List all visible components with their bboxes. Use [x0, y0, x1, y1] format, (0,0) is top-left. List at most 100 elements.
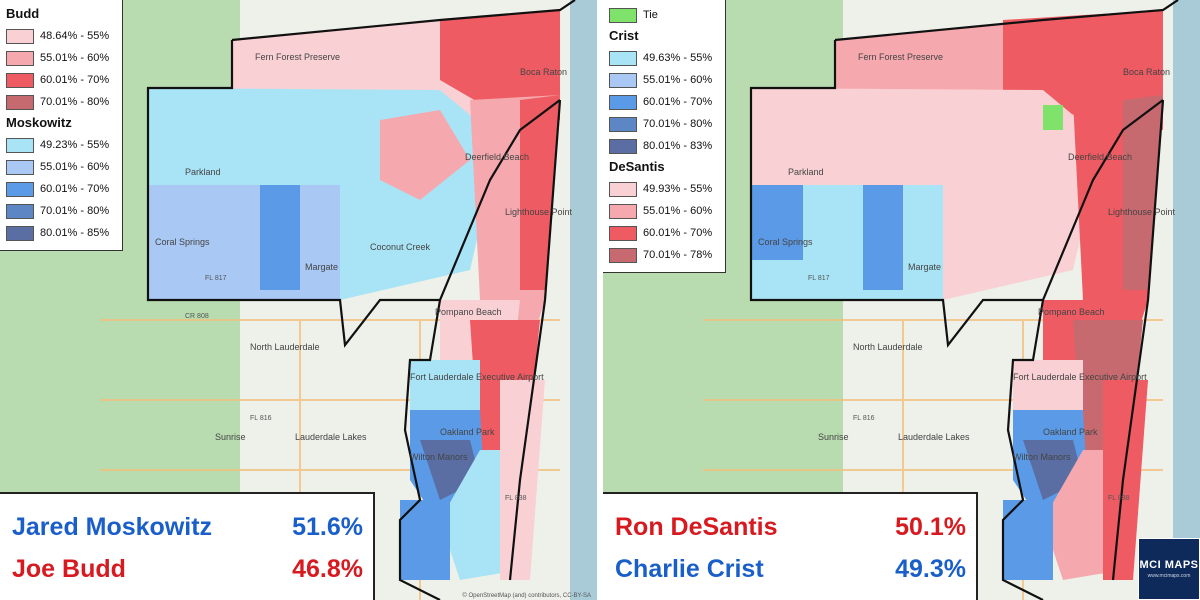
legend-group-title: Crist	[609, 28, 639, 43]
panel-divider	[597, 0, 603, 600]
district-boundary	[749, 0, 1179, 600]
place-labels: Fern Forest Preserve Boca Raton Deerfiel…	[155, 52, 573, 502]
legend-swatch	[6, 72, 34, 88]
legend-swatch	[609, 94, 637, 110]
precinct-map-congress: Fern Forest Preserve Boca Raton Deerfiel…	[0, 0, 597, 600]
legend-label: 48.64% - 55%	[40, 30, 110, 42]
legend-swatch	[609, 225, 637, 241]
legend-governor: Tie Crist 49.63% - 55% 55.01% - 60% 60.01% -…	[603, 0, 726, 273]
candidate-legend-row: 55.01% - 60%	[609, 200, 719, 222]
legend-label: 60.01% - 70%	[40, 74, 110, 86]
legend-label: 55.01% - 60%	[40, 161, 110, 173]
legend-swatch	[6, 50, 34, 66]
legend-swatch	[6, 137, 34, 153]
ocean-water	[570, 0, 597, 600]
svg-text:Boca Raton: Boca Raton	[520, 67, 567, 77]
candidate-legend-row: 80.01% - 85%	[6, 222, 116, 244]
legend-label: 70.01% - 80%	[643, 118, 713, 130]
svg-text:Sunrise: Sunrise	[215, 432, 246, 442]
candidate-legend-row: 70.01% - 80%	[609, 113, 719, 135]
candidate-legend-row: 70.01% - 78%	[609, 244, 719, 266]
legend-label: 55.01% - 60%	[643, 205, 713, 217]
legend-swatch	[6, 203, 34, 219]
svg-text:Fort Lauderdale Executive Airp: Fort Lauderdale Executive Airport	[410, 372, 544, 382]
legend-swatch	[609, 247, 637, 263]
svg-text:Fort Lauderdale Executive Airp: Fort Lauderdale Executive Airport	[1013, 372, 1147, 382]
svg-text:Coral Springs: Coral Springs	[758, 237, 813, 247]
svg-text:Boca Raton: Boca Raton	[1123, 67, 1170, 77]
legend-group-title: Moskowitz	[6, 115, 72, 130]
candidate-name: Joe Budd	[12, 554, 126, 583]
legend-congress: Budd 48.64% - 55% 55.01% - 60% 60.01% - 70%…	[0, 0, 123, 251]
svg-text:Pompano Beach: Pompano Beach	[1038, 307, 1105, 317]
svg-text:North Lauderdale: North Lauderdale	[853, 342, 923, 352]
legend-swatch	[6, 159, 34, 175]
district-boundary	[146, 0, 576, 600]
svg-text:Deerfield Beach: Deerfield Beach	[1068, 152, 1132, 162]
svg-text:FL 838: FL 838	[1108, 495, 1130, 502]
legend-swatch	[609, 138, 637, 154]
map-panel-governor: Fern Forest Preserve Boca Raton Deerfiel…	[603, 0, 1200, 600]
logo-url: www.mcimaps.com	[1147, 573, 1191, 579]
legend-swatch	[609, 50, 637, 66]
svg-text:Margate: Margate	[908, 262, 941, 272]
svg-text:Pompano Beach: Pompano Beach	[435, 307, 502, 317]
legend-swatch	[609, 116, 637, 132]
candidate-legend-row: 60.01% - 70%	[609, 222, 719, 244]
svg-text:Oakland Park: Oakland Park	[1043, 427, 1098, 437]
candidate-legend-row: 70.01% - 80%	[6, 200, 116, 222]
svg-text:Margate: Margate	[305, 262, 338, 272]
tie-legend-row: Tie	[609, 4, 719, 26]
candidate-name: Charlie Crist	[615, 554, 764, 583]
svg-text:Parkland: Parkland	[788, 167, 824, 177]
logo-text: MCI MAPS	[1139, 559, 1199, 571]
legend-label: 49.93% - 55%	[643, 183, 713, 195]
candidate-legend-row: 55.01% - 60%	[609, 69, 719, 91]
map-panel-congress: Fern Forest Preserve Boca Raton Deerfiel…	[0, 0, 597, 600]
candidate-legend-row: 60.01% - 70%	[609, 91, 719, 113]
legend-group-title: DeSantis	[609, 159, 665, 174]
legend-label: 55.01% - 60%	[40, 52, 110, 64]
legend-swatch	[6, 94, 34, 110]
svg-text:Lauderdale Lakes: Lauderdale Lakes	[295, 432, 367, 442]
result-row: Ron DeSantis 50.1%	[615, 506, 966, 548]
candidate-legend-row: 55.01% - 60%	[6, 47, 116, 69]
legend-label: 49.63% - 55%	[643, 52, 713, 64]
candidate-percent: 50.1%	[895, 512, 966, 541]
legend-label: 60.01% - 70%	[643, 96, 713, 108]
precincts	[751, 10, 1163, 580]
svg-text:FL 816: FL 816	[250, 415, 272, 422]
legend-label: 60.01% - 70%	[40, 183, 110, 195]
svg-text:FL 817: FL 817	[808, 275, 830, 282]
candidate-legend-row: 60.01% - 70%	[6, 69, 116, 91]
result-row: Jared Moskowitz 51.6%	[12, 506, 363, 548]
candidate-name: Ron DeSantis	[615, 512, 778, 541]
precinct-map-governor: Fern Forest Preserve Boca Raton Deerfiel…	[603, 0, 1200, 600]
result-row: Charlie Crist 49.3%	[615, 548, 966, 590]
svg-text:FL 838: FL 838	[505, 495, 527, 502]
map-attribution: © OpenStreetMap (and) contributors, CC-B…	[462, 593, 591, 599]
precincts	[148, 10, 560, 580]
legend-swatch	[609, 203, 637, 219]
svg-text:Coconut Creek: Coconut Creek	[370, 242, 431, 252]
candidate-legend-row: 49.63% - 55%	[609, 47, 719, 69]
candidate-percent: 49.3%	[895, 554, 966, 583]
legend-label: 70.01% - 80%	[40, 205, 110, 217]
svg-text:Fern Forest Preserve: Fern Forest Preserve	[255, 52, 340, 62]
legend-swatch	[6, 225, 34, 241]
candidate-percent: 51.6%	[292, 512, 363, 541]
legend-swatch	[6, 181, 34, 197]
result-row: Joe Budd 46.8%	[12, 548, 363, 590]
ocean-water	[1173, 0, 1200, 600]
legend-label: 60.01% - 70%	[643, 227, 713, 239]
candidate-legend-row: 49.93% - 55%	[609, 178, 719, 200]
svg-text:Deerfield Beach: Deerfield Beach	[465, 152, 529, 162]
svg-text:Wilton Manors: Wilton Manors	[1013, 452, 1071, 462]
svg-text:Wilton Manors: Wilton Manors	[410, 452, 468, 462]
candidate-percent: 46.8%	[292, 554, 363, 583]
legend-label: Tie	[643, 9, 658, 21]
legend-label: 80.01% - 83%	[643, 140, 713, 152]
legend-group-title: Budd	[6, 6, 40, 21]
results-box-governor: Ron DeSantis 50.1% Charlie Crist 49.3%	[603, 492, 978, 600]
candidate-legend-row: 49.23% - 55%	[6, 134, 116, 156]
